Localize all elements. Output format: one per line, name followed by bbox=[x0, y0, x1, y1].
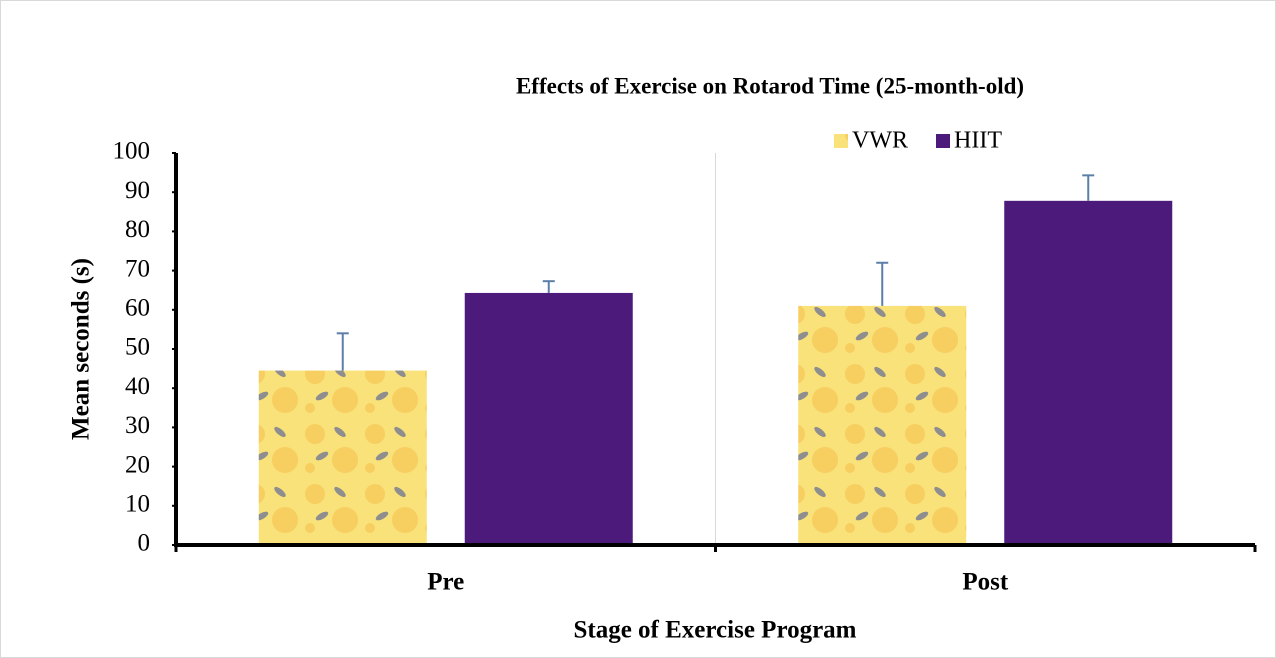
y-tick-label: 50 bbox=[125, 334, 150, 361]
x-tick-label: Post bbox=[962, 569, 1009, 596]
y-tick-label: 70 bbox=[125, 255, 150, 282]
y-tick-label: 40 bbox=[125, 373, 150, 400]
chart: Effects of Exercise on Rotarod Time (25-… bbox=[0, 0, 1276, 658]
x-axis-title: Stage of Exercise Program bbox=[573, 617, 856, 644]
y-tick-label: 80 bbox=[125, 216, 150, 243]
legend-swatch bbox=[936, 134, 950, 148]
y-tick-label: 20 bbox=[125, 451, 150, 478]
bar bbox=[259, 371, 427, 545]
y-tick-label: 90 bbox=[125, 177, 150, 204]
bar bbox=[465, 293, 633, 545]
y-axis-title: Mean seconds (s) bbox=[68, 258, 95, 440]
y-tick-label: 30 bbox=[125, 412, 150, 439]
legend-label: VWR bbox=[852, 128, 908, 154]
y-tick-label: 100 bbox=[113, 138, 151, 165]
y-tick-label: 10 bbox=[125, 491, 150, 518]
bar bbox=[1004, 201, 1172, 545]
x-tick-label: Pre bbox=[427, 569, 464, 596]
bar bbox=[798, 306, 966, 545]
y-tick-label: 60 bbox=[125, 295, 150, 322]
legend-swatch bbox=[834, 134, 848, 148]
chart-title: Effects of Exercise on Rotarod Time (25-… bbox=[516, 73, 1024, 98]
y-tick-label: 0 bbox=[138, 530, 151, 557]
legend-label: HIIT bbox=[954, 128, 1002, 154]
